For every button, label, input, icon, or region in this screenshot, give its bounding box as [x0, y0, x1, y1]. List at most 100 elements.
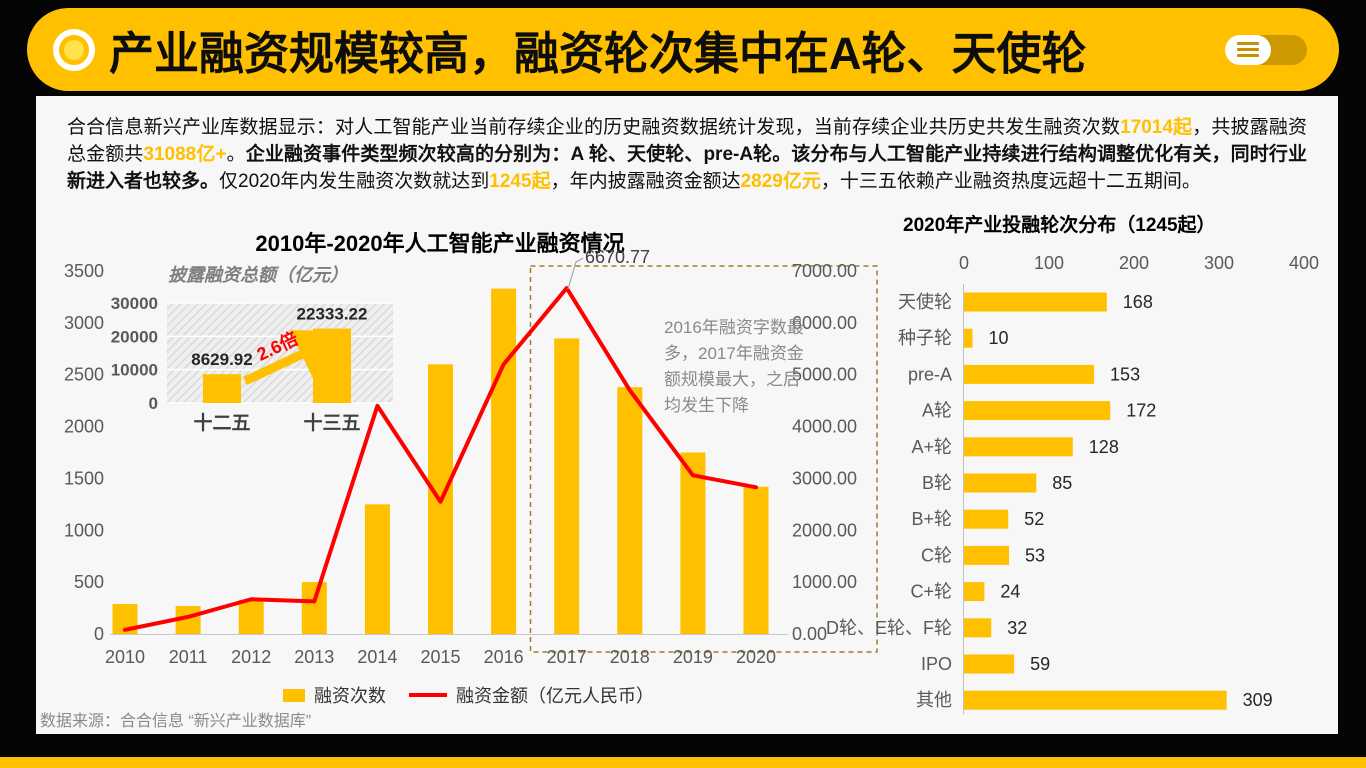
main-x-tick: 2019	[673, 647, 713, 667]
intro-segment: 仅2020年内发生融资次数就达到	[219, 171, 490, 192]
rounds-value-label: 168	[1123, 292, 1153, 312]
bullseye-icon	[53, 28, 95, 71]
intro-segment: ，年内披露融资金额达	[550, 171, 741, 192]
main-right-tick: 1000.00	[792, 572, 857, 592]
rounds-bar-B+轮	[964, 509, 1009, 529]
rounds-x-tick: 0	[959, 253, 969, 273]
main-bar-2012	[238, 599, 264, 634]
main-right-tick: 6000.00	[792, 313, 857, 333]
bullseye-icon-center	[64, 39, 84, 60]
charts-canvas: 05001000150020002500300035000.001000.002…	[64, 253, 1319, 714]
main-bar-2020	[743, 486, 769, 634]
rounds-value-label: 10	[989, 328, 1009, 348]
intro-paragraph: 合合信息新兴产业库数据显示：对人工智能产业当前存续企业的历史融资数据统计发现，当…	[67, 114, 1307, 195]
main-right-tick: 2000.00	[792, 520, 857, 540]
inset-x-label: 十三五	[303, 411, 360, 434]
rounds-category-label: D轮、E轮、F轮	[826, 618, 952, 638]
peak-value-annotation: 6670.77	[585, 247, 651, 267]
main-line-series	[123, 286, 758, 632]
main-x-tick: 2013	[294, 647, 334, 667]
main-bar-2019	[680, 452, 706, 634]
main-right-tick: 3000.00	[792, 468, 857, 488]
main-right-tick: 0.00	[792, 624, 827, 644]
rounds-category-label: 种子轮	[898, 328, 952, 348]
main-x-tick: 2010	[105, 647, 145, 667]
intro-segment: 。	[226, 144, 246, 165]
rounds-bar-IPO	[964, 654, 1015, 674]
rounds-bar-天使轮	[964, 292, 1107, 312]
menu-toggle[interactable]	[1225, 34, 1307, 65]
main-left-tick: 3500	[64, 261, 104, 281]
rounds-value-label: 85	[1052, 473, 1072, 493]
bottom-accent-bar	[0, 757, 1366, 768]
intro-segment: 2829亿元	[740, 171, 821, 192]
main-chart-title: 2010年-2020年人工智能产业融资情况	[255, 231, 625, 256]
rounds-x-tick: 300	[1204, 253, 1234, 273]
hamburger-icon	[1225, 34, 1271, 65]
rounds-bar-pre-A	[964, 364, 1095, 384]
intro-segment: 企业融资事件类型频次较高的分别为：A 轮、天使轮、pre-A轮。该分布与人工智能…	[67, 144, 1307, 192]
rounds-category-label: pre-A	[908, 364, 952, 384]
main-bar-2014	[364, 504, 390, 634]
main-right-tick: 7000.00	[792, 261, 857, 281]
intro-segment: ，十三五依赖产业融资热度远超十二五期间。	[820, 171, 1201, 192]
inset-chart-title: 披露融资总额（亿元）	[168, 265, 348, 285]
legend-line-label: 融资金额（亿元人民币）	[456, 686, 654, 706]
rounds-value-label: 309	[1243, 690, 1273, 710]
rounds-chart-title: 2020年产业投融轮次分布（1245起）	[903, 215, 1216, 236]
intro-segment: 31088亿+	[143, 144, 227, 165]
chart-note-annotation: 2016年融资字数最多，2017年融资金额规模最大，之后均发生下降	[664, 318, 804, 415]
rounds-category-label: 其他	[916, 690, 952, 710]
rounds-bar-其他	[964, 690, 1227, 710]
main-x-tick: 2020	[736, 647, 776, 667]
inset-y-tick: 20000	[111, 327, 158, 346]
main-x-tick: 2011	[169, 647, 208, 667]
main-chart-legend: 融资次数 融资金额（亿元人民币）	[283, 682, 654, 708]
rounds-bar-C+轮	[964, 582, 985, 602]
main-left-tick: 2000	[64, 417, 104, 437]
main-x-tick: 2017	[547, 647, 587, 667]
main-left-tick: 0	[94, 624, 104, 644]
rounds-x-tick: 400	[1289, 253, 1319, 273]
inset-y-tick: 0	[149, 394, 158, 413]
rounds-value-label: 53	[1025, 545, 1045, 565]
rounds-category-label: A+轮	[911, 437, 952, 457]
header-bar: 产业融资规模较高，融资轮次集中在A轮、天使轮	[27, 8, 1339, 91]
rounds-category-label: C+轮	[910, 582, 952, 602]
inset-y-tick: 30000	[111, 294, 158, 313]
main-x-tick: 2012	[231, 647, 271, 667]
main-bar-2016	[491, 288, 517, 634]
main-x-tick: 2014	[357, 647, 397, 667]
intro-segment: 合合信息新兴产业库数据显示：对人工智能产业当前存续企业的历史融资数据统计发现，当…	[67, 117, 1121, 138]
inset-bar-label: 22333.22	[297, 305, 368, 324]
rounds-bar-C轮	[964, 545, 1010, 565]
rounds-value-label: 52	[1024, 509, 1044, 529]
main-x-tick: 2016	[484, 647, 524, 667]
rounds-x-tick: 200	[1119, 253, 1149, 273]
main-left-tick: 3000	[64, 313, 104, 333]
main-left-tick: 500	[74, 572, 104, 592]
inset-y-tick: 10000	[111, 361, 158, 380]
rounds-x-tick: 100	[1034, 253, 1064, 273]
growth-arrow	[243, 330, 351, 386]
main-bar-2013	[301, 582, 327, 634]
rounds-value-label: 24	[1000, 582, 1020, 602]
rounds-value-label: 153	[1110, 364, 1140, 384]
main-left-tick: 1000	[64, 520, 104, 540]
main-right-tick: 5000.00	[792, 365, 857, 385]
rounds-category-label: C轮	[921, 545, 952, 565]
intro-segment: 1245起	[489, 171, 551, 192]
main-x-tick: 2015	[420, 647, 460, 667]
intro-segment: 17014起	[1120, 117, 1193, 138]
rounds-category-label: B轮	[922, 473, 952, 493]
peak-connector-line	[567, 257, 584, 290]
inset-bar-十二五	[203, 374, 241, 403]
dashed-highlight-box	[529, 265, 878, 653]
page-title: 产业融资规模较高，融资轮次集中在A轮、天使轮	[109, 28, 1087, 79]
rounds-bar-D轮、E轮、F轮	[964, 618, 992, 638]
content-card: 合合信息新兴产业库数据显示：对人工智能产业当前存续企业的历史融资数据统计发现，当…	[36, 96, 1338, 734]
legend-bar-swatch	[283, 688, 305, 702]
main-bar-2018	[617, 387, 643, 634]
inset-bar-十三五	[313, 328, 351, 403]
